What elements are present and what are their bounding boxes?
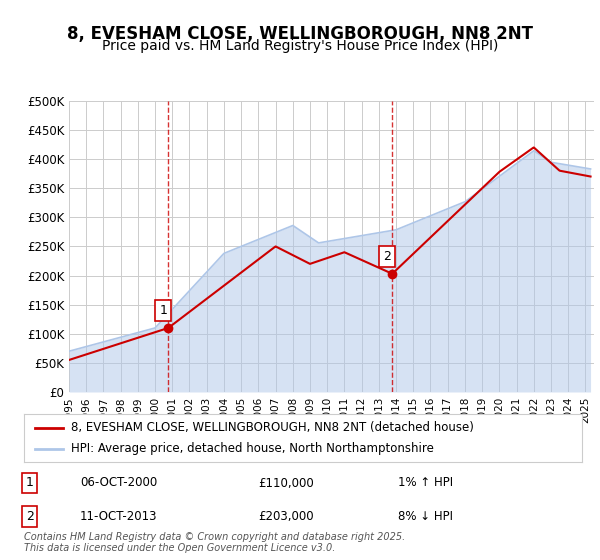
Text: Contains HM Land Registry data © Crown copyright and database right 2025.
This d: Contains HM Land Registry data © Crown c… bbox=[24, 531, 405, 553]
Text: 1: 1 bbox=[159, 304, 167, 317]
Text: 2: 2 bbox=[383, 250, 391, 263]
Text: 11-OCT-2013: 11-OCT-2013 bbox=[80, 510, 157, 523]
Text: £203,000: £203,000 bbox=[259, 510, 314, 523]
Text: 2: 2 bbox=[26, 510, 34, 523]
Text: 8, EVESHAM CLOSE, WELLINGBOROUGH, NN8 2NT (detached house): 8, EVESHAM CLOSE, WELLINGBOROUGH, NN8 2N… bbox=[71, 421, 475, 434]
Text: 8, EVESHAM CLOSE, WELLINGBOROUGH, NN8 2NT: 8, EVESHAM CLOSE, WELLINGBOROUGH, NN8 2N… bbox=[67, 25, 533, 43]
Text: Price paid vs. HM Land Registry's House Price Index (HPI): Price paid vs. HM Land Registry's House … bbox=[102, 39, 498, 53]
Text: 06-OCT-2000: 06-OCT-2000 bbox=[80, 477, 157, 489]
Text: 1% ↑ HPI: 1% ↑ HPI bbox=[398, 477, 453, 489]
Text: 1: 1 bbox=[26, 477, 34, 489]
Text: £110,000: £110,000 bbox=[259, 477, 314, 489]
Text: HPI: Average price, detached house, North Northamptonshire: HPI: Average price, detached house, Nort… bbox=[71, 442, 434, 455]
Text: 8% ↓ HPI: 8% ↓ HPI bbox=[398, 510, 453, 523]
